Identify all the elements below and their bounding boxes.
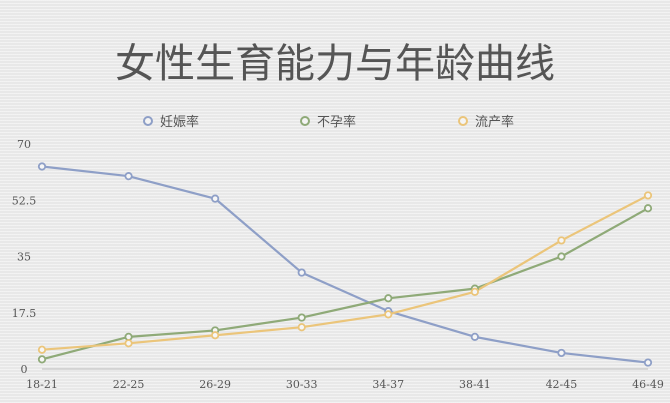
data-point xyxy=(470,332,479,341)
data-point xyxy=(297,313,306,322)
data-point xyxy=(557,252,566,261)
x-tick-label: 34-37 xyxy=(372,378,404,391)
data-point xyxy=(384,310,393,319)
x-tick-label: 18-21 xyxy=(26,378,58,391)
data-point xyxy=(557,348,566,358)
y-tick-label: 35 xyxy=(17,251,31,264)
series-lines xyxy=(41,165,649,364)
data-point xyxy=(470,287,479,296)
legend-label: 流产率 xyxy=(475,114,514,130)
series-line xyxy=(41,165,649,364)
y-tick-label: 0 xyxy=(21,363,28,376)
series-line xyxy=(41,194,649,351)
data-point xyxy=(643,191,653,200)
data-point xyxy=(211,194,220,203)
legend-item: 妊娠率 xyxy=(143,114,199,130)
y-axis: 0 17.5 35 52.5 70 xyxy=(12,138,37,376)
legend-marker xyxy=(300,116,310,126)
data-point xyxy=(384,294,393,303)
data-point xyxy=(124,172,133,181)
x-tick-label: 46-49 xyxy=(632,378,664,391)
x-axis: 18-21 22-25 26-29 30-33 34-37 38-41 42-45 46-49 xyxy=(26,378,664,391)
data-point xyxy=(557,236,566,245)
data-point xyxy=(297,323,306,332)
data-point xyxy=(37,345,47,354)
y-tick-label: 52.5 xyxy=(12,194,37,207)
data-point xyxy=(297,268,306,277)
series-line xyxy=(41,207,649,361)
legend-item: 不孕率 xyxy=(300,114,356,130)
legend-item: 流产率 xyxy=(458,114,514,130)
y-tick-label: 17.5 xyxy=(12,307,37,320)
legend-label: 妊娠率 xyxy=(160,114,199,130)
data-point xyxy=(124,332,133,341)
x-tick-label: 30-33 xyxy=(286,378,318,391)
series-points xyxy=(37,162,653,367)
data-point xyxy=(643,358,653,367)
legend-marker xyxy=(143,116,153,126)
legend: 妊娠率 不孕率 流产率 xyxy=(143,114,514,130)
data-point xyxy=(37,355,47,364)
legend-label: 不孕率 xyxy=(317,114,356,130)
chart-title: 女性生育能力与年龄曲线 xyxy=(115,41,555,87)
data-point xyxy=(211,331,220,340)
data-point xyxy=(124,339,133,348)
y-tick-label: 70 xyxy=(17,138,31,151)
data-point xyxy=(37,162,47,171)
data-point xyxy=(643,204,653,213)
x-tick-label: 38-41 xyxy=(459,378,491,391)
legend-marker xyxy=(458,116,468,126)
x-tick-label: 26-29 xyxy=(199,378,231,391)
x-tick-label: 22-25 xyxy=(113,378,145,391)
x-tick-label: 42-45 xyxy=(546,378,578,391)
